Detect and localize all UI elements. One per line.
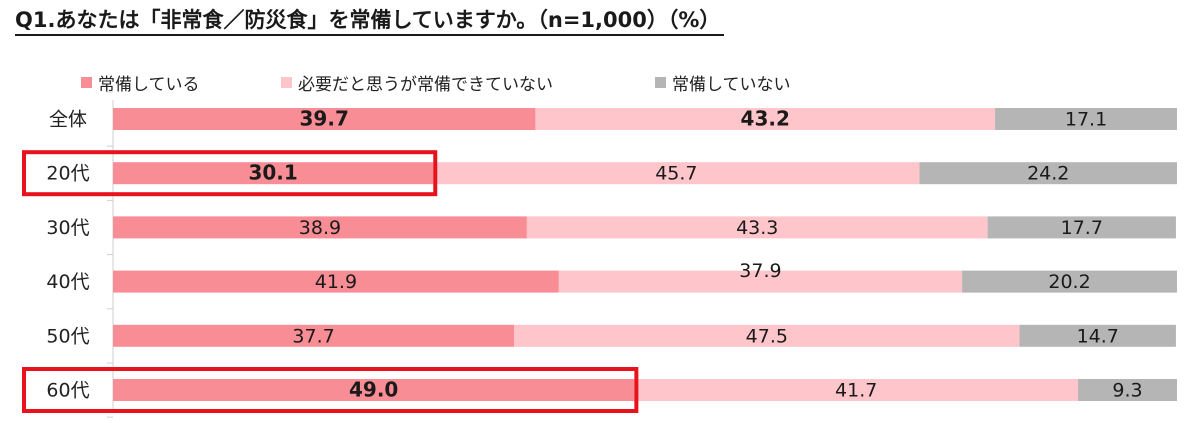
data-label-50s-needed-not-stocked: 47.5 xyxy=(746,325,788,347)
bar-30s-needed-not-stocked xyxy=(526,216,988,239)
data-label-30s-needed-not-stocked: 43.3 xyxy=(736,217,778,239)
bar-20s-not-stocked xyxy=(919,162,1177,185)
bar-50s-needed-not-stocked xyxy=(514,324,1020,347)
legend-label-not-stocked: 常備していない xyxy=(672,75,791,95)
data-label-all-stocked: 39.7 xyxy=(300,107,349,131)
legend: 常備している 必要だと思うが常備できていない 常備していない xyxy=(0,70,1191,95)
category-label-50s: 50代 xyxy=(46,325,89,347)
highlight-box-60s xyxy=(22,367,639,413)
bar-60s-needed-not-stocked xyxy=(634,379,1079,401)
data-label-all-needed-not-stocked: 43.2 xyxy=(741,107,790,131)
data-label-60s-stocked: 49.0 xyxy=(349,378,398,402)
bar-40s-not-stocked xyxy=(962,270,1177,293)
category-label-30s: 30代 xyxy=(46,217,89,239)
bar-30s-not-stocked xyxy=(987,216,1176,239)
category-label-all: 全体 xyxy=(49,109,87,131)
legend-label-needed-not-stocked: 必要だと思うが常備できていない xyxy=(298,75,553,95)
bar-50s-not-stocked xyxy=(1019,324,1176,347)
category-label-60s: 60代 xyxy=(46,380,89,402)
bar-all-not-stocked xyxy=(995,108,1177,130)
bar-20s-stocked xyxy=(113,162,434,185)
legend-swatch-not-stocked xyxy=(655,77,666,88)
legend-label-stocked: 常備している xyxy=(98,75,200,95)
data-label-20s-not-stocked: 24.2 xyxy=(1027,163,1069,185)
data-label-40s-not-stocked: 20.2 xyxy=(1048,271,1090,293)
chart-title: Q1.あなたは「非常食／防災食」を常備していますか。（n=1,000）（%） xyxy=(15,6,725,36)
data-label-30s-not-stocked: 17.7 xyxy=(1061,217,1103,239)
data-label-40s-stocked: 41.9 xyxy=(315,271,357,293)
data-label-20s-stocked: 30.1 xyxy=(248,161,297,185)
data-label-50s-not-stocked: 14.7 xyxy=(1077,325,1119,347)
bar-60s-stocked xyxy=(113,379,635,401)
bar-40s-stocked xyxy=(113,270,559,293)
data-label-30s-stocked: 38.9 xyxy=(299,217,341,239)
data-label-60s-not-stocked: 9.3 xyxy=(1112,380,1142,402)
bar-20s-needed-not-stocked xyxy=(433,162,920,185)
bar-50s-stocked xyxy=(113,324,515,347)
bar-all-stocked xyxy=(113,108,536,130)
bar-all-needed-not-stocked xyxy=(535,108,996,130)
legend-item-stocked: 常備している xyxy=(81,70,200,95)
highlight-box-20s xyxy=(22,150,438,197)
data-label-all-not-stocked: 17.1 xyxy=(1065,109,1107,131)
bar-60s-not-stocked xyxy=(1078,379,1177,401)
category-label-40s: 40代 xyxy=(46,271,89,293)
data-label-60s-needed-not-stocked: 41.7 xyxy=(835,380,877,402)
legend-swatch-needed-not-stocked xyxy=(281,77,292,88)
bar-30s-stocked xyxy=(113,216,527,239)
legend-item-needed-not-stocked: 必要だと思うが常備できていない xyxy=(281,70,553,95)
data-label-40s-needed-not-stocked: 37.9 xyxy=(739,260,781,282)
legend-item-not-stocked: 常備していない xyxy=(655,70,791,95)
category-label-20s: 20代 xyxy=(46,163,89,185)
legend-swatch-stocked xyxy=(81,77,92,88)
bar-40s-needed-not-stocked xyxy=(558,270,963,293)
data-label-50s-stocked: 37.7 xyxy=(292,325,334,347)
data-label-20s-needed-not-stocked: 45.7 xyxy=(655,163,697,185)
